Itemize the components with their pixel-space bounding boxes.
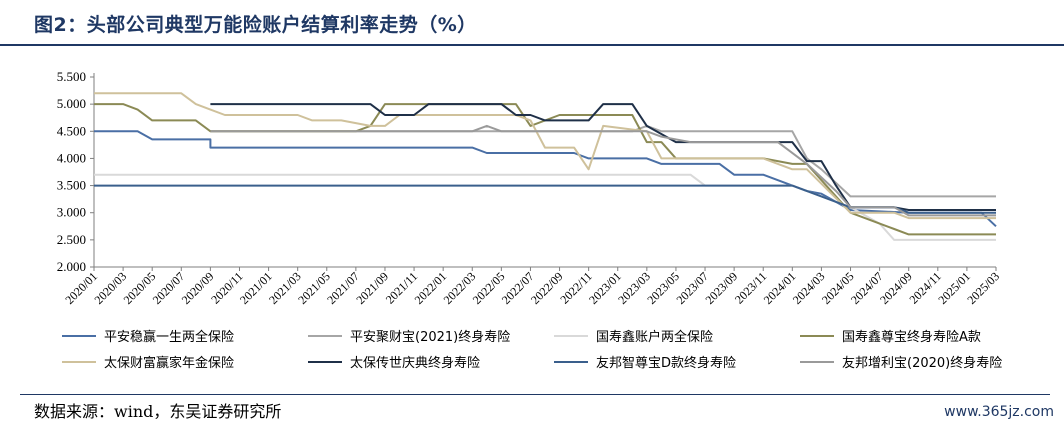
series-line-5 <box>94 92 996 220</box>
legend-label: 国寿鑫尊宝终身寿险A款 <box>842 329 981 345</box>
legend-label: 友邦智尊宝D款终身寿险 <box>596 355 736 371</box>
y-tick-label: 3.000 <box>57 205 86 220</box>
x-tick-label: 2024/09 <box>877 269 915 307</box>
title-bar: 图2：头部公司典型万能险账户结算利率走势（%） <box>0 0 1064 46</box>
page-title: 图2：头部公司典型万能险账户结算利率走势（%） <box>34 14 477 36</box>
series-line-7 <box>94 184 996 214</box>
x-tick-label: 2022/09 <box>528 269 566 307</box>
series-line-4 <box>94 103 996 236</box>
x-tick-label: 2020/09 <box>179 269 217 307</box>
line-chart: 2.000 2.500 3.000 3.500 4.000 4.500 5.000 5.500… <box>57 69 1002 371</box>
legend-label: 友邦增利宝(2020)终身寿险 <box>842 355 1002 371</box>
footer-divider <box>20 394 1050 395</box>
x-tick-label: 2021/09 <box>353 269 391 307</box>
legend-label: 太保传世庆典终身寿险 <box>350 355 480 371</box>
x-tick-label: 2025/03 <box>964 269 1002 307</box>
watermark: www.365jz.com <box>944 404 1054 420</box>
legend-label: 平安稳赢一生两全保险 <box>104 329 234 345</box>
y-tick-label: 5.000 <box>57 96 86 111</box>
y-tick-label: 5.500 <box>57 69 86 84</box>
source-note: 数据来源：wind，东吴证券研究所 <box>34 402 282 421</box>
series-line-8 <box>210 124 996 217</box>
x-tick-label: 2023/09 <box>703 269 741 307</box>
legend-label: 国寿鑫账户两全保险 <box>596 329 713 345</box>
legend-label: 平安聚财宝(2021)终身寿险 <box>350 329 510 345</box>
series-line-6 <box>210 103 996 211</box>
y-tick-label: 2.500 <box>57 232 86 247</box>
legend-label: 太保财富赢家年金保险 <box>104 355 234 371</box>
y-tick-label: 3.500 <box>57 178 86 193</box>
y-tick-label: 4.500 <box>57 123 86 138</box>
y-tick-label: 4.000 <box>57 150 86 165</box>
y-tick-label: 2.000 <box>57 259 86 274</box>
